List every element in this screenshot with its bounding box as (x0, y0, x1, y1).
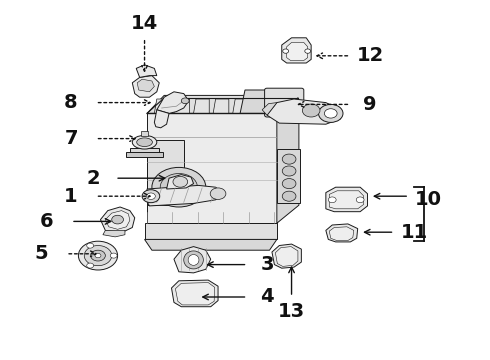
Circle shape (170, 181, 188, 194)
Circle shape (78, 241, 118, 270)
Circle shape (110, 253, 117, 258)
Circle shape (91, 250, 105, 261)
Circle shape (112, 215, 123, 224)
Circle shape (282, 179, 296, 189)
Polygon shape (147, 113, 277, 223)
Polygon shape (130, 148, 159, 153)
Text: 10: 10 (415, 190, 442, 209)
Text: 11: 11 (400, 223, 428, 242)
Polygon shape (329, 191, 364, 209)
Circle shape (87, 263, 94, 268)
Polygon shape (172, 280, 218, 307)
Polygon shape (105, 211, 130, 229)
Circle shape (282, 154, 296, 164)
Polygon shape (282, 38, 311, 63)
Polygon shape (267, 99, 341, 124)
Circle shape (324, 109, 337, 118)
Circle shape (283, 49, 289, 53)
Text: 1: 1 (64, 187, 78, 206)
Text: 3: 3 (260, 255, 274, 274)
Circle shape (142, 190, 160, 203)
Circle shape (305, 49, 311, 53)
Circle shape (87, 243, 94, 248)
Text: 2: 2 (86, 169, 100, 188)
Polygon shape (167, 175, 194, 189)
Circle shape (282, 166, 296, 176)
Polygon shape (326, 224, 358, 242)
Polygon shape (136, 65, 157, 77)
Text: 13: 13 (278, 302, 305, 321)
Circle shape (318, 104, 343, 122)
Polygon shape (154, 99, 170, 113)
Text: 7: 7 (64, 129, 78, 148)
Ellipse shape (137, 138, 152, 147)
Polygon shape (174, 247, 211, 273)
Polygon shape (174, 99, 190, 113)
Text: 4: 4 (260, 288, 274, 306)
Polygon shape (287, 42, 308, 60)
Polygon shape (147, 185, 223, 206)
Text: 8: 8 (64, 93, 78, 112)
Polygon shape (100, 207, 135, 232)
Polygon shape (154, 110, 169, 128)
Polygon shape (147, 95, 299, 113)
Ellipse shape (188, 255, 199, 265)
Polygon shape (126, 152, 163, 157)
Circle shape (147, 193, 155, 199)
Text: 9: 9 (363, 95, 377, 114)
Polygon shape (277, 95, 299, 223)
Polygon shape (145, 239, 277, 250)
Polygon shape (141, 131, 148, 136)
Circle shape (282, 191, 296, 201)
Polygon shape (233, 99, 248, 113)
Ellipse shape (132, 135, 157, 149)
Circle shape (181, 98, 189, 104)
Polygon shape (329, 227, 354, 240)
Text: 14: 14 (131, 14, 158, 33)
Polygon shape (103, 230, 125, 237)
Text: 12: 12 (356, 46, 384, 65)
Polygon shape (157, 92, 189, 113)
Polygon shape (272, 244, 301, 268)
Circle shape (302, 104, 320, 117)
Polygon shape (137, 79, 154, 92)
Polygon shape (240, 90, 298, 113)
Polygon shape (262, 103, 277, 115)
Circle shape (95, 253, 101, 258)
Polygon shape (132, 76, 159, 97)
Circle shape (84, 246, 112, 266)
Circle shape (356, 197, 364, 203)
Polygon shape (275, 247, 298, 266)
FancyBboxPatch shape (265, 88, 304, 117)
Circle shape (328, 197, 336, 203)
Circle shape (152, 167, 206, 207)
Text: 6: 6 (40, 212, 53, 231)
FancyBboxPatch shape (277, 149, 300, 203)
Polygon shape (326, 187, 368, 212)
Circle shape (210, 188, 226, 199)
Circle shape (160, 174, 197, 201)
Polygon shape (213, 99, 229, 113)
Text: 5: 5 (35, 244, 49, 263)
Polygon shape (145, 223, 277, 239)
Circle shape (173, 176, 188, 187)
Polygon shape (194, 99, 209, 113)
Ellipse shape (184, 251, 203, 269)
Polygon shape (175, 283, 215, 305)
FancyBboxPatch shape (147, 140, 184, 205)
